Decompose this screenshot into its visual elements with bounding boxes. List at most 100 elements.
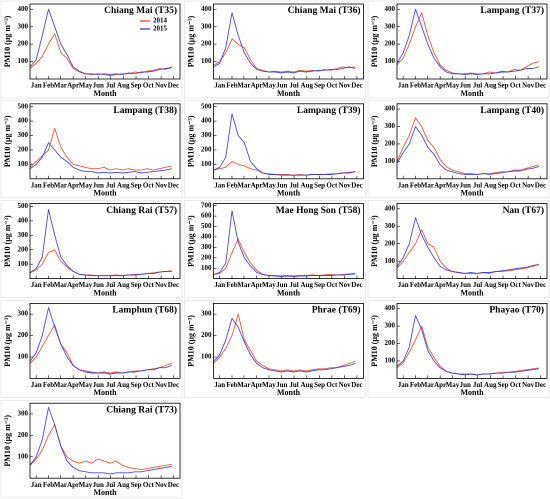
y-tick-label: 200 (201, 40, 212, 48)
legend-label: 2014 (153, 17, 168, 25)
panel: 100 200 300 400 500 Jan Feb Mar Apr May Jun Jul Aug S… (0, 200, 183, 298)
panel-frame (367, 100, 550, 199)
y-tick-label: 400 (385, 105, 396, 113)
panel-frame (367, 0, 550, 99)
x-axis-label: Month (93, 388, 117, 397)
panel: 100 200 300 400 Jan Feb Mar Apr May Jun Jul Aug Sep O… (367, 100, 550, 199)
data-line (213, 313, 356, 372)
data-line (29, 142, 172, 174)
panel-title: Phayao (T70) (489, 305, 544, 316)
x-tick-label: Mar (237, 181, 250, 189)
x-tick-label: Jul (106, 281, 115, 289)
data-line (396, 325, 539, 376)
panel: 100 200 300 400 500 Jan Feb Mar Apr May Jun Jul Aug S… (184, 100, 366, 199)
y-tick-label: 100 (18, 160, 29, 168)
y-tick-label: 200 (201, 146, 212, 154)
y-tick-label: 100 (18, 57, 29, 65)
y-tick-label: 100 (18, 260, 29, 268)
x-tick-label: Apr (67, 381, 79, 389)
x-tick-label: Sep (498, 381, 509, 389)
plot-frame (213, 203, 364, 280)
x-axis-label: Month (277, 189, 301, 198)
x-tick-label: Aug (117, 281, 130, 289)
x-tick-label: Jun (276, 82, 287, 90)
y-tick-label: 400 (201, 233, 212, 241)
y-tick-label: 100 (385, 157, 396, 165)
panel-title: Lampang (T37) (480, 5, 544, 16)
x-tick-label: Feb (410, 281, 421, 289)
x-axis-label: Month (93, 288, 117, 297)
y-tick-label: 100 (385, 57, 396, 65)
data-line (29, 307, 172, 375)
x-tick-label: May (446, 381, 460, 389)
x-tick-label: Feb (43, 481, 54, 489)
x-tick-label: May (446, 181, 460, 189)
x-tick-label: Jan (398, 381, 409, 389)
y-axis-label: PM10 (μg m⁻³) (186, 315, 195, 367)
plot-frame (29, 103, 181, 180)
y-axis-label: PM10 (μg m⁻³) (3, 315, 12, 367)
y-tick-label: 400 (201, 5, 212, 13)
y-tick-label: 200 (385, 339, 396, 347)
x-tick-label: Mar (54, 381, 67, 389)
x-tick-label: Dec (351, 82, 362, 90)
x-tick-label: Feb (43, 281, 54, 289)
plot-frame (213, 103, 364, 180)
panel-title: Chiang Mai (T35) (104, 5, 177, 16)
x-tick-label: Sep (131, 82, 142, 90)
x-tick-label: Nov (155, 481, 168, 489)
x-tick-label: Jan (214, 281, 225, 289)
x-tick-label: Oct (326, 181, 338, 189)
x-tick-label: Jan (398, 281, 409, 289)
x-tick-label: Sep (314, 181, 325, 189)
x-axis-label: Month (460, 189, 484, 198)
plot-frame (29, 203, 181, 280)
x-tick-label: Jan (398, 82, 409, 90)
y-tick-label: 400 (201, 117, 212, 125)
x-tick-label: Apr (67, 481, 79, 489)
data-line (396, 315, 539, 376)
plot-frame (396, 203, 548, 280)
x-tick-label: Oct (143, 181, 155, 189)
y-axis-label: PM10 (μg m⁻³) (3, 15, 12, 67)
panel-title: Lampang (T38) (113, 105, 177, 116)
x-tick-label: May (446, 281, 460, 289)
panel: 100 200 300 400 Jan Feb Mar Apr May Jun Jul Aug Sep O… (367, 200, 550, 298)
x-axis-label: Month (93, 89, 117, 98)
panel: 100 200 300 Jan Feb Mar Apr May Jun Jul Aug Sep Oct N… (0, 399, 183, 498)
x-tick-label: Jul (289, 281, 298, 289)
x-tick-label: Nov (522, 281, 535, 289)
x-tick-label: Apr (434, 381, 446, 389)
data-line (29, 127, 172, 171)
x-tick-label: Feb (226, 281, 237, 289)
y-axis-label: PM10 (μg m⁻³) (186, 115, 195, 167)
x-tick-label: Jul (473, 181, 482, 189)
y-axis-label: PM10 (μg m⁻³) (370, 215, 379, 267)
x-tick-label: Aug (117, 381, 130, 389)
x-tick-label: Nov (155, 82, 168, 90)
x-tick-label: Nov (339, 82, 352, 90)
y-axis-label: PM10 (μg m⁻³) (186, 15, 195, 67)
x-tick-label: Aug (301, 281, 314, 289)
y-tick-label: 400 (18, 5, 29, 13)
panel-title: Chiang Rai (T73) (106, 404, 177, 415)
x-tick-label: Jul (473, 82, 482, 90)
y-axis-label: PM10 (μg m⁻³) (3, 415, 12, 467)
x-tick-label: Apr (434, 281, 446, 289)
x-tick-label: Feb (226, 381, 237, 389)
x-tick-label: Feb (226, 181, 237, 189)
panel: 100 200 300 400 Jan Feb Mar Apr May Jun Jul Aug Sep O… (367, 300, 550, 398)
x-tick-label: Nov (155, 381, 168, 389)
y-axis-label: PM10 (μg m⁻³) (370, 15, 379, 67)
x-tick-label: Jun (276, 281, 287, 289)
x-tick-label: May (262, 181, 276, 189)
x-tick-label: Mar (237, 281, 250, 289)
y-tick-label: 300 (385, 122, 396, 130)
x-tick-label: Jul (289, 381, 298, 389)
y-tick-label: 400 (385, 5, 396, 13)
x-tick-label: May (79, 281, 93, 289)
x-tick-label: May (262, 281, 276, 289)
x-tick-label: Dec (351, 281, 362, 289)
y-tick-label: 300 (201, 243, 212, 251)
